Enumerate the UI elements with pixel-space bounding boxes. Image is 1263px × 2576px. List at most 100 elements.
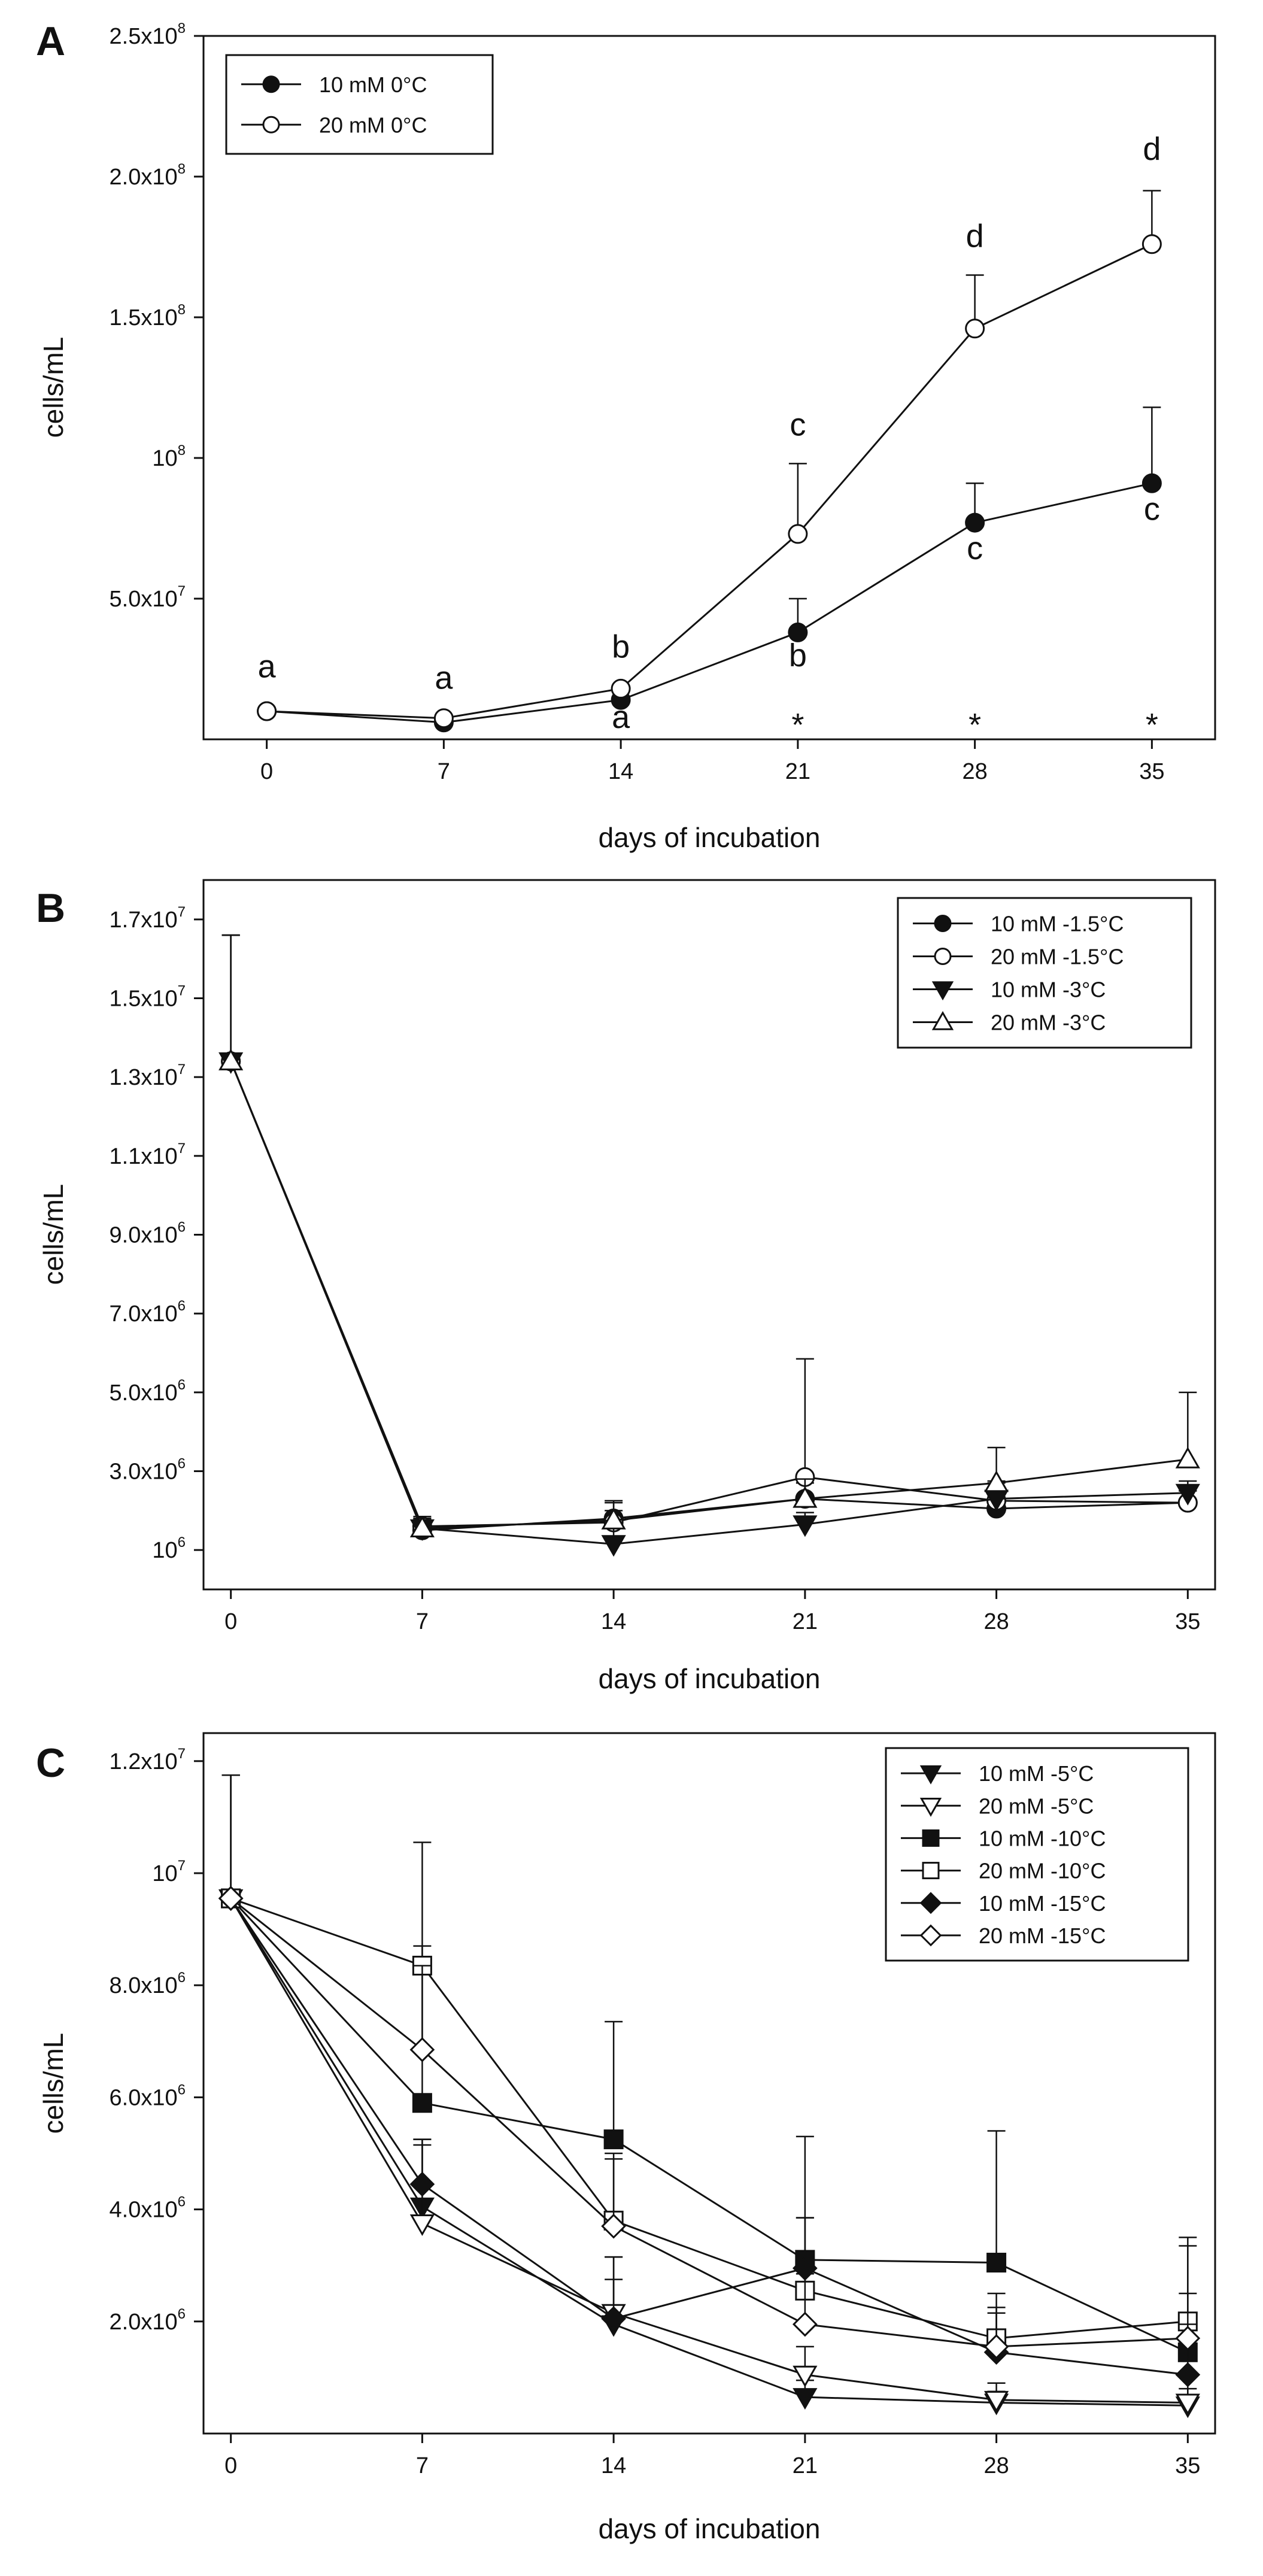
x-tick-label-b: 35 xyxy=(1175,1609,1200,1634)
data-point-day-28 xyxy=(965,318,985,339)
legend-marker-20-mm-15c xyxy=(934,948,952,965)
x-tick-label-a: 0 xyxy=(260,759,273,784)
data-point-day-35 xyxy=(1175,1483,1200,1506)
legend-label-20-mm-10c: 20 mM -10°C xyxy=(979,1859,1106,1883)
y-tick-label-a: 2.5x108 xyxy=(110,20,186,49)
legend-label-20-mm-3c: 20 mM -3°C xyxy=(991,1011,1106,1035)
y-tick-label-c: 2.0x106 xyxy=(110,2306,186,2335)
legend-label-20-mm-15c: 20 mM -1.5°C xyxy=(991,945,1124,969)
significance-asterisk: * xyxy=(1146,707,1158,743)
y-tick-label-a: 5.0x107 xyxy=(110,583,186,612)
panel-a: A 0 7 14 21 28 35 5.0x107 108 1.5x108 2.0x108 2.5x… xyxy=(36,19,1216,853)
series-20-mm-15c xyxy=(218,1774,1201,2359)
legend-label-10-mm-3c: 10 mM -3°C xyxy=(991,978,1106,1002)
legend-label-20-mm-5c: 20 mM -5°C xyxy=(979,1794,1094,1818)
y-tick-label-b: 1.7x107 xyxy=(110,904,186,933)
significance-asterisk: * xyxy=(791,707,804,743)
series-line xyxy=(230,1061,1188,1528)
significance-letter: c xyxy=(967,530,983,566)
legend-marker-20-mm-0c xyxy=(262,116,280,133)
data-point-day-7 xyxy=(409,2171,435,2197)
series-20-mm-5c xyxy=(218,1774,1200,2416)
data-point-day-21 xyxy=(793,1515,818,1537)
x-tick-label-c: 35 xyxy=(1175,2453,1200,2478)
x-axis-label-a: days of incubation xyxy=(599,822,821,853)
x-tick-label-b: 7 xyxy=(416,1609,429,1634)
data-point-day-28 xyxy=(965,512,985,533)
x-tick-label-a: 35 xyxy=(1139,759,1164,784)
y-axis-label-a: cells/mL xyxy=(38,337,69,438)
significance-letter: a xyxy=(258,649,277,685)
data-point-day-14 xyxy=(601,1535,626,1557)
legend-label-10-mm-15c: 10 mM -15°C xyxy=(979,1891,1106,1916)
panel-letter-c: C xyxy=(36,1740,65,1786)
legend-label-10-mm-0c: 10 mM 0°C xyxy=(319,72,427,97)
data-point-day-35 xyxy=(1175,2362,1201,2387)
data-point-day-0 xyxy=(218,1048,244,1070)
data-point-day-28 xyxy=(986,2253,1007,2273)
series-line xyxy=(266,482,1152,724)
panel-c: C 0 7 14 21 28 35 2.0x106 4.0x106 6.0x106 8.0x106… xyxy=(36,1732,1216,2544)
data-point-day-21 xyxy=(792,2311,818,2337)
significance-letter: b xyxy=(789,638,807,673)
legend-marker-20-mm-5c xyxy=(919,1798,942,1817)
data-point-day-0 xyxy=(218,1886,244,1911)
y-tick-label-b: 5.0x106 xyxy=(110,1377,186,1406)
series-10-mm-0c xyxy=(257,406,1162,733)
y-tick-label-c: 4.0x106 xyxy=(110,2194,186,2223)
y-axis-label-c: cells/mL xyxy=(38,2033,69,2134)
significance-letter: d xyxy=(966,219,984,254)
series-line xyxy=(230,1898,1188,2404)
data-point-day-35 xyxy=(1141,234,1162,254)
significance-letter: c xyxy=(790,406,806,442)
significance-letter: a xyxy=(435,660,453,696)
x-tick-label-b: 21 xyxy=(793,1609,818,1634)
legend-label-10-mm-10c: 10 mM -10°C xyxy=(979,1826,1106,1850)
y-tick-label-b: 7.0x106 xyxy=(110,1298,186,1327)
plot-frame-a xyxy=(202,35,1216,741)
y-tick-label-c: 107 xyxy=(152,1858,186,1886)
series-line xyxy=(266,243,1153,720)
y-tick-label-b: 3.0x106 xyxy=(110,1456,186,1485)
legend-label-20-mm-0c: 20 mM 0°C xyxy=(319,113,427,137)
legend-marker-10-mm-10c xyxy=(922,1829,940,1847)
y-tick-label-c: 6.0x106 xyxy=(110,2082,186,2110)
data-point-day-35 xyxy=(1141,473,1162,493)
legend-marker-10-mm-15c xyxy=(919,1892,942,1914)
data-point-day-7 xyxy=(409,2214,435,2237)
data-point-day-21 xyxy=(793,2388,818,2410)
significance-letter: a xyxy=(612,699,630,735)
data-point-day-35 xyxy=(1175,1446,1200,1468)
x-tick-label-c: 14 xyxy=(601,2453,626,2478)
y-tick-label-a: 1.5x108 xyxy=(110,302,186,330)
x-tick-label-c: 21 xyxy=(793,2453,818,2478)
series-line xyxy=(230,1897,1188,2348)
legend-marker-10-mm-3c xyxy=(931,981,954,1001)
x-tick-label-c: 0 xyxy=(224,2453,237,2478)
data-point-day-14 xyxy=(601,1507,626,1530)
significance-asterisk: * xyxy=(968,707,981,743)
data-point-day-35 xyxy=(1175,2326,1201,2351)
data-point-day-35 xyxy=(1175,2393,1200,2416)
data-point-day-14 xyxy=(601,2213,627,2239)
plot-frame-c xyxy=(202,1732,1216,2435)
significance-letter: b xyxy=(612,629,630,665)
panel-b: B 0 7 14 21 28 35 106 3.0x106 5.0x106 7.0x106 9.0x… xyxy=(36,879,1216,1694)
legend-marker-20-mm-15c xyxy=(919,1924,942,1947)
x-tick-label-b: 28 xyxy=(983,1609,1009,1634)
series-line xyxy=(230,1898,1188,2353)
data-point-day-7 xyxy=(412,2093,432,2113)
y-tick-label-b: 1.1x107 xyxy=(110,1140,186,1169)
data-point-day-14 xyxy=(603,2129,624,2150)
significance-letter: d xyxy=(1143,131,1161,167)
y-tick-label-b: 1.5x107 xyxy=(110,983,186,1012)
data-point-day-7 xyxy=(409,1515,435,1537)
data-point-day-0 xyxy=(257,701,277,721)
data-point-day-7 xyxy=(409,2037,435,2062)
x-tick-label-b: 14 xyxy=(601,1609,626,1634)
legend-marker-10-mm-15c xyxy=(934,915,952,932)
legend-label-20-mm-15c: 20 mM -15°C xyxy=(979,1923,1106,1948)
series-20-mm-0c xyxy=(257,190,1162,729)
legend-label-10-mm-5c: 10 mM -5°C xyxy=(979,1761,1094,1786)
legend-marker-20-mm-10c xyxy=(922,1862,940,1880)
